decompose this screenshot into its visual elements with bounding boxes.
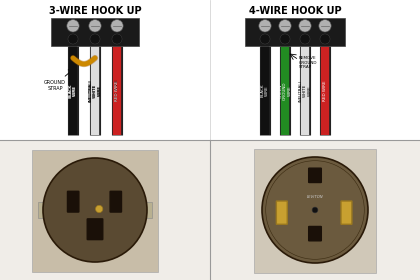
Circle shape (67, 20, 79, 32)
Circle shape (259, 20, 271, 32)
Text: BLACK
WIRE: BLACK WIRE (261, 84, 269, 97)
Bar (0, 140, 420, 280)
Circle shape (266, 161, 364, 259)
Circle shape (43, 158, 147, 262)
Circle shape (320, 34, 330, 44)
Bar (255, 149, 375, 273)
Circle shape (95, 205, 103, 213)
Circle shape (111, 20, 123, 32)
Circle shape (319, 20, 331, 32)
Circle shape (300, 34, 310, 44)
FancyBboxPatch shape (309, 168, 321, 183)
Circle shape (262, 157, 368, 263)
Text: (NEUTRAL)
WHITE
WIRE: (NEUTRAL) WHITE WIRE (298, 79, 312, 102)
Circle shape (299, 20, 311, 32)
Circle shape (90, 34, 100, 44)
FancyBboxPatch shape (87, 219, 103, 240)
Circle shape (68, 34, 78, 44)
Text: BLACK
WIRE: BLACK WIRE (69, 83, 77, 97)
Circle shape (89, 20, 101, 32)
Bar (38, 202, 45, 218)
Text: 4-WIRE HOOK UP: 4-WIRE HOOK UP (249, 6, 341, 16)
Bar (144, 202, 152, 218)
Circle shape (312, 207, 318, 213)
FancyBboxPatch shape (110, 191, 121, 212)
FancyBboxPatch shape (276, 201, 287, 224)
Text: (NEUTRAL)
WHITE
WIRE: (NEUTRAL) WHITE WIRE (88, 79, 102, 102)
Circle shape (280, 34, 290, 44)
Bar (32, 150, 158, 272)
Text: LEVITON: LEVITON (307, 195, 323, 199)
Circle shape (112, 34, 122, 44)
Bar (245, 18, 345, 46)
Text: RED WIRE: RED WIRE (323, 80, 327, 101)
Text: 3-WIRE HOOK UP: 3-WIRE HOOK UP (49, 6, 141, 16)
Bar (51, 18, 139, 46)
Text: BLACK
WIRE: BLACK WIRE (69, 84, 77, 97)
Text: REMOVE
GROUND
STRAP: REMOVE GROUND STRAP (299, 56, 318, 69)
Text: RED WIRE: RED WIRE (115, 80, 119, 101)
Text: GREEN
GROUND
WIRE: GREEN GROUND WIRE (278, 81, 291, 100)
Circle shape (279, 20, 291, 32)
Bar (0, 0, 420, 140)
Text: GROUND
STRAP: GROUND STRAP (44, 80, 66, 91)
FancyBboxPatch shape (68, 191, 79, 212)
Text: (NEUTRAL)
WHITE
WIRE: (NEUTRAL) WHITE WIRE (88, 79, 102, 102)
Circle shape (260, 34, 270, 44)
FancyBboxPatch shape (341, 201, 352, 224)
FancyBboxPatch shape (309, 227, 321, 241)
Text: RED WIRE: RED WIRE (115, 80, 119, 101)
